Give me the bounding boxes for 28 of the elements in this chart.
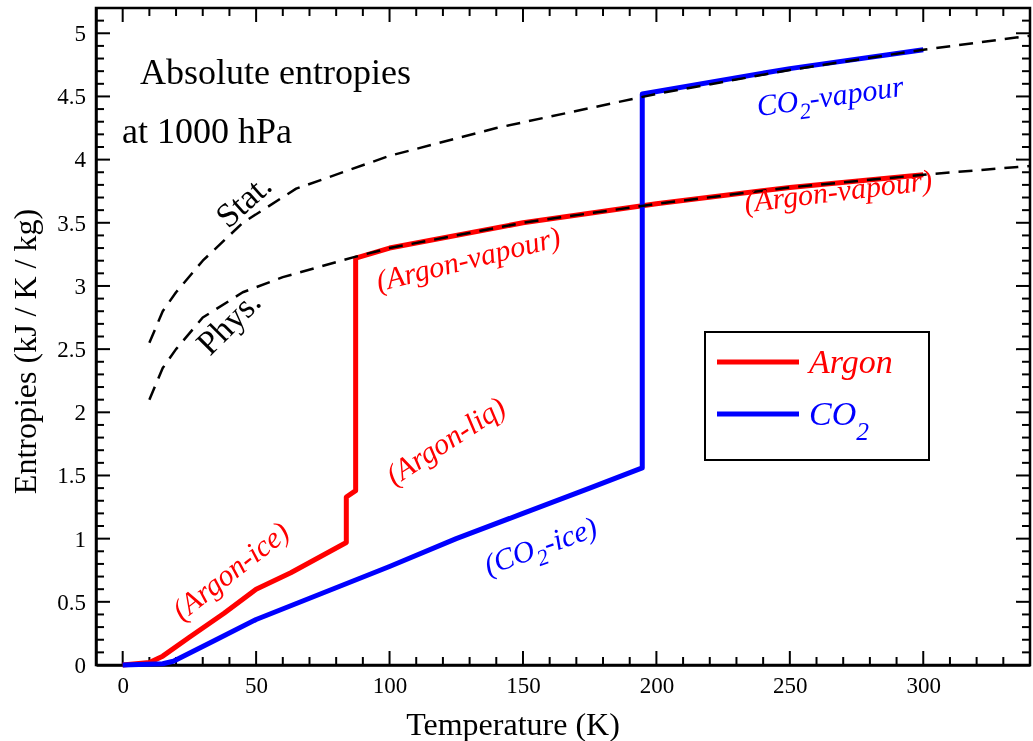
y-tick-label: 3	[74, 273, 86, 299]
y-tick-label: 4	[74, 147, 87, 173]
x-tick-label: 200	[639, 673, 675, 699]
annotation: CO$_{2}$-vapour	[754, 68, 906, 125]
y-axis-title: Entropies (kJ / K / kg)	[7, 208, 43, 495]
x-tick-label: 100	[372, 673, 408, 699]
x-tick-label: 250	[773, 673, 808, 699]
legend-label: Argon	[807, 343, 893, 380]
x-tick-label: 300	[906, 673, 942, 699]
y-tick-label: 2	[74, 400, 86, 426]
y-tick-label: 5	[74, 21, 86, 47]
annotation: Stat.	[207, 165, 279, 235]
annotation: Absolute entropies	[140, 52, 411, 92]
y-tick-label: 3.5	[57, 210, 86, 236]
y-tick-label: 0	[74, 652, 86, 678]
x-tick-label: 50	[245, 673, 269, 699]
annotation: (Argon-vapour)	[742, 162, 934, 219]
x-tick-label: 0	[117, 673, 129, 699]
y-tick-label: 2.5	[57, 336, 86, 362]
legend-label: CO$_{2}$	[809, 395, 870, 446]
y-tick-label: 4.5	[57, 84, 86, 110]
x-tick-label: 150	[506, 673, 541, 699]
y-tick-label: 0.5	[57, 589, 86, 615]
y-tick-label: 1.5	[57, 463, 86, 489]
x-axis-title: Temperature (K)	[406, 706, 620, 741]
annotation: at 1000 hPa	[122, 111, 292, 151]
annotation: Phys.	[188, 282, 268, 362]
y-tick-label: 1	[74, 526, 86, 552]
